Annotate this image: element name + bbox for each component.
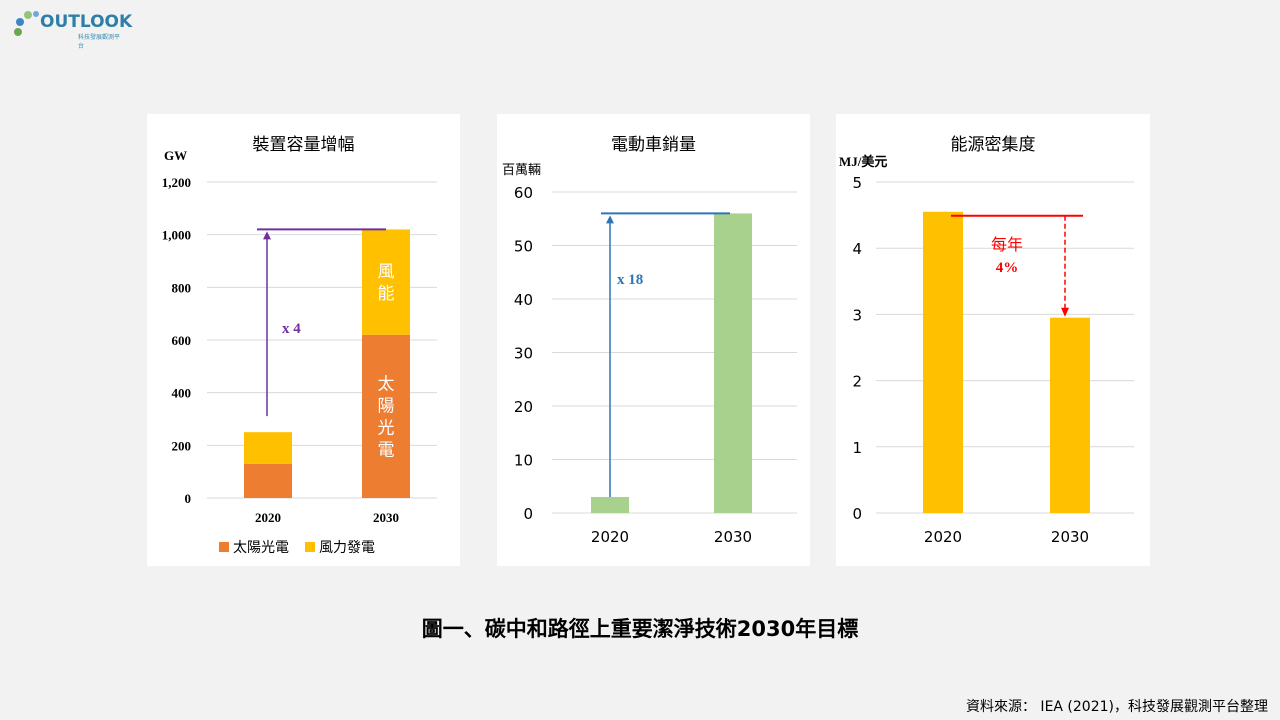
y-tick-label: 50	[514, 238, 533, 256]
bar-wind-2020	[244, 432, 292, 464]
y-axis-unit: 百萬輛	[502, 163, 541, 178]
annotation-arrowhead	[606, 215, 614, 224]
legend-label-wind: 風力發電	[319, 540, 375, 556]
y-tick-label: 10	[514, 452, 533, 470]
y-tick-label: 1,200	[162, 175, 191, 190]
energy-chart: MJ/美元 0 1 2 3 4 5 2020 2030 每年 4%	[839, 154, 1134, 546]
segment-label-solar-char: 電	[378, 440, 395, 460]
y-tick-label: 40	[514, 291, 533, 309]
segment-label-wind-char: 風	[378, 262, 395, 282]
chart-panel-energy: 能源密集度 MJ/美元 0 1 2 3 4 5 2020 2030 每年 4%	[836, 114, 1150, 566]
bar-energy-2020	[923, 211, 963, 513]
chart-title-capacity: 裝置容量增幅	[252, 135, 355, 155]
y-tick-label: 30	[514, 345, 533, 363]
x-tick-label: 2020	[255, 510, 281, 525]
y-tick-label: 60	[514, 184, 533, 202]
y-tick-label: 20	[514, 398, 533, 416]
legend-item-solar: 太陽光電	[219, 537, 289, 557]
decline-annotation-line1: 每年	[991, 235, 1023, 254]
x-tick-label: 2030	[1051, 528, 1089, 546]
y-axis-unit: GW	[164, 148, 187, 163]
y-tick-label: 4	[852, 240, 862, 258]
bar-wind-2030	[362, 229, 410, 335]
bar-ev-2020	[591, 496, 629, 513]
chart-title-energy: 能源密集度	[950, 135, 1036, 155]
chart-panel-capacity: 裝置容量增幅 GW 0 200 400 600 800 1,000 1,200 2020 2030…	[147, 114, 460, 566]
y-tick-label: 0	[185, 491, 192, 506]
bar-solar-2030	[362, 334, 410, 498]
x-tick-label: 2030	[714, 528, 752, 546]
bar-ev-2030	[714, 213, 752, 513]
segment-label-solar-char: 光	[378, 418, 395, 438]
logo-text: OUTLOOK	[40, 12, 133, 32]
annotation-arrowhead	[1061, 307, 1069, 317]
segment-label-solar-char: 陽	[378, 396, 395, 416]
bar-energy-2030	[1050, 317, 1090, 513]
y-tick-label: 600	[172, 333, 192, 348]
legend-swatch-wind	[305, 542, 315, 552]
x-tick-label: 2030	[373, 510, 399, 525]
source-note: 資料來源： IEA (2021)，科技發展觀測平台整理	[965, 699, 1268, 715]
decline-annotation-line2: 4%	[996, 260, 1019, 276]
chart-panel-ev: 電動車銷量 百萬輛 0 10 20 30 40 50 60 2020 2030 x 18	[497, 114, 810, 566]
figure-caption: 圖一、碳中和路徑上重要潔淨技術2030年目標	[421, 617, 859, 641]
y-tick-label: 0	[523, 505, 533, 523]
bar-solar-2020	[244, 463, 292, 498]
annotation-arrowhead	[263, 231, 271, 240]
y-tick-label: 200	[172, 438, 192, 453]
y-tick-label: 1	[852, 439, 862, 457]
y-tick-label: 3	[852, 306, 862, 324]
capacity-legend: 太陽光電 風力發電	[219, 537, 375, 557]
legend-item-wind: 風力發電	[305, 537, 375, 557]
segment-label-solar-char: 太	[378, 374, 395, 394]
y-tick-label: 400	[172, 386, 192, 401]
outlook-logo: OUTLOOK 科技發展觀測平台	[10, 6, 132, 50]
y-tick-label: 5	[852, 174, 862, 192]
y-tick-label: 1,000	[162, 228, 191, 243]
logo-dots-icon	[14, 11, 39, 36]
y-tick-label: 800	[172, 280, 192, 295]
y-tick-label: 2	[852, 373, 862, 391]
growth-annotation: x 4	[282, 321, 301, 337]
y-axis-unit: MJ/美元	[839, 154, 887, 169]
logo-subtext: 科技發展觀測平台	[78, 34, 121, 50]
chart-title-ev: 電動車銷量	[611, 135, 696, 155]
legend-label-solar: 太陽光電	[233, 540, 289, 556]
segment-label-wind-char: 能	[378, 284, 395, 304]
y-tick-label: 0	[852, 505, 862, 523]
x-tick-label: 2020	[924, 528, 962, 546]
growth-annotation: x 18	[617, 272, 643, 288]
legend-swatch-solar	[219, 542, 229, 552]
x-tick-label: 2020	[591, 528, 629, 546]
